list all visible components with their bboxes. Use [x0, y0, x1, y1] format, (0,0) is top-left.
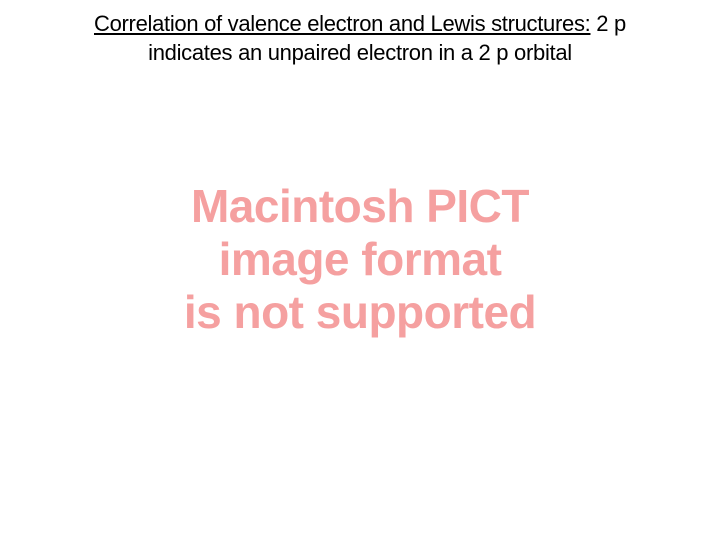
title-underlined-text: Correlation of valence electron and Lewi…: [94, 11, 590, 36]
slide-title: Correlation of valence electron and Lewi…: [50, 10, 670, 67]
pict-error-message: Macintosh PICT image format is not suppo…: [184, 180, 536, 339]
error-line-3: is not supported: [184, 286, 536, 339]
title-line-2: indicates an unpaired electron in a 2 p …: [50, 39, 670, 68]
title-plain-text-1: 2 p: [590, 11, 626, 36]
title-line-1: Correlation of valence electron and Lewi…: [50, 10, 670, 39]
error-line-2: image format: [184, 233, 536, 286]
error-line-1: Macintosh PICT: [184, 180, 536, 233]
